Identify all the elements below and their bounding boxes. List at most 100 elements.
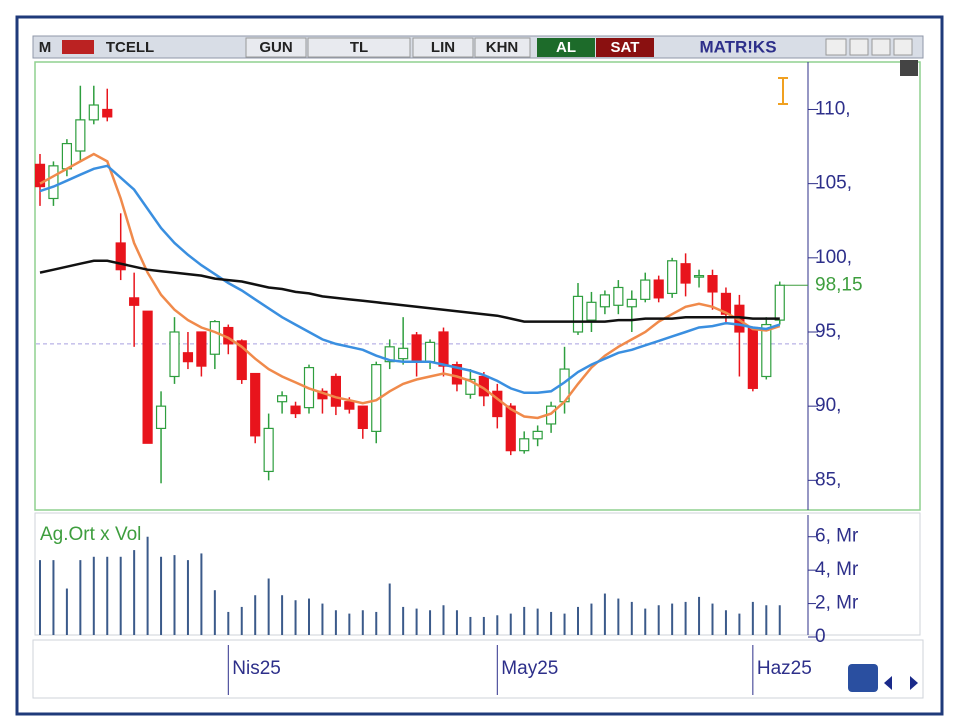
candle-body xyxy=(263,427,274,473)
candle-body xyxy=(357,405,368,430)
refresh-button[interactable] xyxy=(848,664,878,692)
volume-bar xyxy=(281,595,284,635)
volume-bar xyxy=(482,616,485,635)
button[interactable] xyxy=(474,37,531,58)
candle-body xyxy=(277,395,288,403)
brand: MATR!KS xyxy=(699,37,776,56)
volume-bar xyxy=(455,610,458,635)
volume-bar xyxy=(657,605,660,635)
scroll-left[interactable] xyxy=(884,676,892,690)
candle-body xyxy=(48,165,59,200)
symbol[interactable]: TCELL xyxy=(106,39,154,56)
volume-bar xyxy=(509,613,512,635)
candle-body xyxy=(707,275,718,293)
moving-average xyxy=(39,259,780,323)
candle-body xyxy=(572,295,584,333)
button-label[interactable]: KHN xyxy=(486,39,519,56)
candle-body xyxy=(626,298,637,308)
volume-bar xyxy=(778,605,781,635)
minimize[interactable] xyxy=(849,38,869,56)
volume-tick-label: 0 xyxy=(815,626,826,647)
candle-body xyxy=(384,346,395,363)
dropdown[interactable] xyxy=(825,38,847,56)
moving-average xyxy=(39,152,781,420)
volume-bar xyxy=(711,603,714,635)
y-tick-label: 105, xyxy=(815,173,852,194)
marker-icon xyxy=(778,77,788,105)
button-label[interactable]: TL xyxy=(350,39,368,56)
volume-bar xyxy=(375,611,378,635)
toolbar: M TCELL GUN TL LIN KHN AL SAT MATR!KS xyxy=(32,35,924,59)
button[interactable] xyxy=(412,37,474,58)
x-tick-label: May25 xyxy=(501,658,558,679)
candle-body xyxy=(640,279,651,300)
volume-bar xyxy=(496,615,499,635)
sell-label[interactable]: SAT xyxy=(611,39,640,56)
volume-bar xyxy=(79,560,82,635)
y-tick-label: 90, xyxy=(815,395,841,416)
volume-bar xyxy=(160,556,163,635)
button-label[interactable]: GUN xyxy=(259,39,292,56)
volume-bar xyxy=(92,556,95,635)
y-tick-label: 85, xyxy=(815,469,841,490)
volume-title: Ag.Ort x Vol xyxy=(40,524,141,545)
volume-bar xyxy=(577,606,579,635)
x-tick-label: Nis25 xyxy=(232,658,281,679)
candle-body xyxy=(599,294,611,308)
volume-bar xyxy=(106,556,109,635)
volume-bar xyxy=(294,600,297,635)
buy-label[interactable]: AL xyxy=(556,39,576,56)
button[interactable] xyxy=(245,37,307,58)
volume-bar xyxy=(65,588,68,635)
candle-body xyxy=(465,378,476,395)
candle-body xyxy=(75,119,86,152)
volume-bar xyxy=(361,610,364,635)
maximize[interactable] xyxy=(871,38,891,56)
volume-bar xyxy=(119,556,122,635)
y-tick-label: 110, xyxy=(815,98,851,119)
candle-body xyxy=(720,292,732,315)
volume-bar xyxy=(186,560,189,635)
y-tick-label: 95, xyxy=(815,321,841,342)
candle-body xyxy=(680,263,691,284)
x-tick-label: Haz25 xyxy=(757,658,812,679)
candle-body xyxy=(102,108,113,118)
close[interactable] xyxy=(893,38,913,56)
buy-button[interactable] xyxy=(537,38,595,57)
candle-body xyxy=(667,260,678,295)
candle-body xyxy=(411,334,422,363)
candle-body xyxy=(182,352,194,363)
button[interactable] xyxy=(307,37,411,58)
volume-bar xyxy=(133,550,136,635)
volume-bar xyxy=(227,611,230,635)
candle-body xyxy=(34,163,46,188)
candle-body xyxy=(613,286,624,306)
candle-body xyxy=(142,310,153,444)
candle-body xyxy=(586,301,597,321)
symbol-icon: M xyxy=(39,39,52,56)
scroll-right[interactable] xyxy=(910,676,918,690)
volume-bar xyxy=(603,593,606,635)
volume-bar xyxy=(671,603,674,635)
volume-bar xyxy=(536,608,539,635)
candle-body xyxy=(196,331,207,367)
candle-body xyxy=(169,331,180,378)
volume-bar xyxy=(200,553,203,635)
candle-body xyxy=(209,321,220,355)
volume-tick-label: 6, Mr xyxy=(815,526,859,547)
panel-button[interactable] xyxy=(900,60,918,76)
volume-bar xyxy=(240,606,243,635)
candle-body xyxy=(747,326,758,389)
volume-bar xyxy=(146,536,149,635)
candle-body xyxy=(61,142,73,170)
last-price-label: 98,15 xyxy=(815,274,863,295)
volume-bar xyxy=(388,583,391,635)
candle-body xyxy=(653,279,664,299)
button-label[interactable]: LIN xyxy=(431,39,455,56)
volume-bar xyxy=(751,601,754,635)
volume-bar xyxy=(308,598,310,635)
volume-bar xyxy=(550,611,553,635)
volume-bar xyxy=(523,606,526,635)
sell-button[interactable] xyxy=(596,38,654,57)
volume-bar xyxy=(765,605,768,635)
